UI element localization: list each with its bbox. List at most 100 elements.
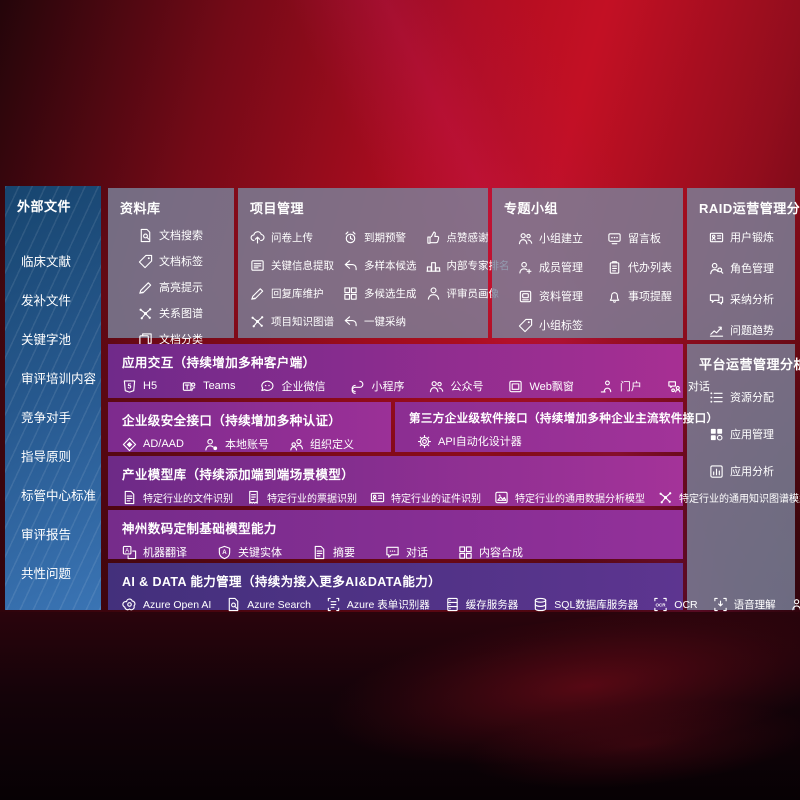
- item-label: 机器翻译: [143, 547, 187, 559]
- item-label: API自动化设计器: [438, 436, 522, 448]
- item-label: 关键实体: [238, 547, 282, 559]
- item-label: 角色管理: [730, 263, 774, 275]
- row-title: 第三方企业级软件接口（持续增加多种企业主流软件接口）: [409, 413, 719, 425]
- item-form-scan: Azure 表单识别器: [326, 597, 430, 612]
- item-mini-program: 小程序: [350, 378, 404, 394]
- item-clipboard: 代办列表: [607, 259, 672, 275]
- item-label: 评审员画像: [446, 288, 500, 300]
- panel-title: RAID运营管理分析: [699, 201, 800, 216]
- item-bell: 事项提醒: [607, 288, 672, 304]
- item-people-search: 角色管理: [709, 260, 791, 276]
- item-label: 小组标签: [539, 320, 583, 332]
- ai-data-list: Azure Open AI Azure Search Azure 表单识别器 缓存服务…: [108, 590, 800, 612]
- item-highlighter: 高亮提示: [138, 279, 230, 295]
- receipt-icon: [246, 490, 261, 505]
- person-icon: [426, 286, 441, 301]
- chart-doc-icon: [709, 464, 724, 479]
- item-label: SQL数据库服务器: [554, 599, 639, 611]
- item-folder-book: 资料管理: [518, 288, 583, 304]
- item-thumbs-up: 点赞感谢: [426, 230, 510, 245]
- panel-title: 外部文件: [17, 199, 72, 214]
- podium-icon: [425, 258, 441, 273]
- api-gear-icon: [417, 434, 432, 449]
- item-label: AD/AAD: [143, 438, 184, 450]
- item-label: Azure Open AI: [143, 598, 212, 611]
- item-label: 代办列表: [628, 262, 672, 274]
- trend-chart-icon: [709, 323, 724, 338]
- grid-gen-icon: [343, 286, 358, 301]
- panel-data-library: 资料库 文档搜索 文档标签 高亮提示 关系图谱 文档分类: [108, 188, 234, 346]
- item-graph: 关系图谱: [138, 305, 230, 321]
- item-translate: A 机器翻译: [122, 544, 187, 560]
- item-api-gear: API自动化设计器: [417, 433, 522, 449]
- search-doc-icon: [226, 597, 241, 612]
- item-label: 企业微信: [281, 381, 326, 393]
- row-title: 神州数码定制基础模型能力: [122, 522, 277, 536]
- item-label: 用户锻炼: [730, 232, 774, 244]
- item-label: 对话: [687, 381, 710, 393]
- item-label: 关键信息提取: [271, 260, 334, 272]
- cloud-upload-icon: [250, 230, 265, 245]
- item-id-card: 用户锻炼: [709, 229, 791, 245]
- item-text: 审评报告: [21, 524, 97, 543]
- item-openai: Azure Open AI: [122, 597, 211, 612]
- item-label: 小程序: [371, 381, 405, 393]
- item-label: Azure 表单识别器: [346, 599, 430, 611]
- item-chart-doc: 应用分析: [709, 463, 791, 479]
- external-files-list: 临床文献 发补文件 关键字池 审评培训内容 竞争对手 指导原则 标管中心标准 审评报告 共性问题: [5, 215, 101, 582]
- tag-icon: [518, 318, 533, 333]
- item-person: 评审员画像: [426, 286, 510, 301]
- item-label: 共性问题: [21, 567, 72, 581]
- item-shield-a: A 关键实体: [217, 544, 282, 560]
- item-text: 发补文件: [21, 290, 97, 309]
- item-label: 特定行业的文件识别: [143, 494, 233, 505]
- item-label: 内容合成: [479, 547, 523, 559]
- item-label: 公众号: [450, 381, 484, 393]
- item-label: 点赞感谢: [446, 232, 489, 244]
- knowledge-graph-icon: [250, 314, 265, 329]
- item-text: 指导原则: [21, 446, 97, 465]
- item-label: 本地账号: [224, 439, 269, 451]
- sql-db-icon: [533, 597, 548, 612]
- local-account-icon: [204, 437, 219, 452]
- image-box-icon: [494, 490, 509, 505]
- item-qa-chat: 采纳分析: [709, 291, 791, 307]
- row-title: AI & DATA 能力管理（持续为接入更多AI&DATA能力）: [122, 575, 442, 589]
- apps-grid-icon: [709, 427, 724, 442]
- message-board-icon: [607, 231, 622, 246]
- item-label: 一键采纳: [364, 316, 406, 328]
- item-chat-bubble: 对话: [385, 544, 428, 560]
- thumbs-up-icon: [426, 230, 441, 245]
- item-label: 组织定义: [309, 439, 354, 451]
- item-knowledge-graph: 特定行业的通用知识图谱模型: [658, 490, 800, 505]
- row-title: 企业级安全接口（持续增加多种认证）: [122, 414, 342, 428]
- row-title: 应用交互（持续增加多种客户端）: [122, 356, 316, 370]
- item-doc-file: 特定行业的文件识别: [122, 490, 233, 505]
- panel-title: 平台运营管理分析: [699, 357, 800, 372]
- highlighter-icon: [138, 280, 153, 295]
- item-label: OCR: [674, 598, 698, 611]
- doc-file-icon: [122, 490, 137, 505]
- item-label: 文档搜索: [159, 230, 203, 242]
- item-label: Azure Search: [247, 598, 311, 611]
- people-search-icon: [709, 261, 724, 276]
- item-label: 语音理解: [733, 599, 776, 611]
- item-label: 采纳分析: [730, 294, 774, 306]
- item-label: 资源分配: [730, 392, 774, 404]
- item-label: 缓存服务器: [465, 599, 519, 611]
- panel-title: 项目管理: [250, 201, 305, 216]
- row-digitalchina-base-models: 神州数码定制基础模型能力 A 机器翻译 A 关键实体 摘要 对话 内容合成: [108, 510, 683, 559]
- item-label: 资料管理: [539, 291, 583, 303]
- pencil-icon: [250, 286, 265, 301]
- item-doc-extract: 关键信息提取: [250, 258, 334, 273]
- panel-title: 专题小组: [504, 201, 559, 216]
- item-voice-scan: 语音理解: [713, 597, 776, 612]
- item-web-window: Web飘窗: [508, 378, 574, 394]
- item-label: 文档标签: [159, 256, 203, 268]
- translate-icon: A: [122, 545, 137, 560]
- tts-person-icon: [791, 597, 800, 612]
- panel-special-groups: 专题小组 小组建立 留言板 成员管理 代办列表 资料管理 事项提醒 小组标签: [492, 188, 683, 338]
- item-grid-gen: 多候选生成: [343, 286, 417, 301]
- bell-icon: [607, 289, 622, 304]
